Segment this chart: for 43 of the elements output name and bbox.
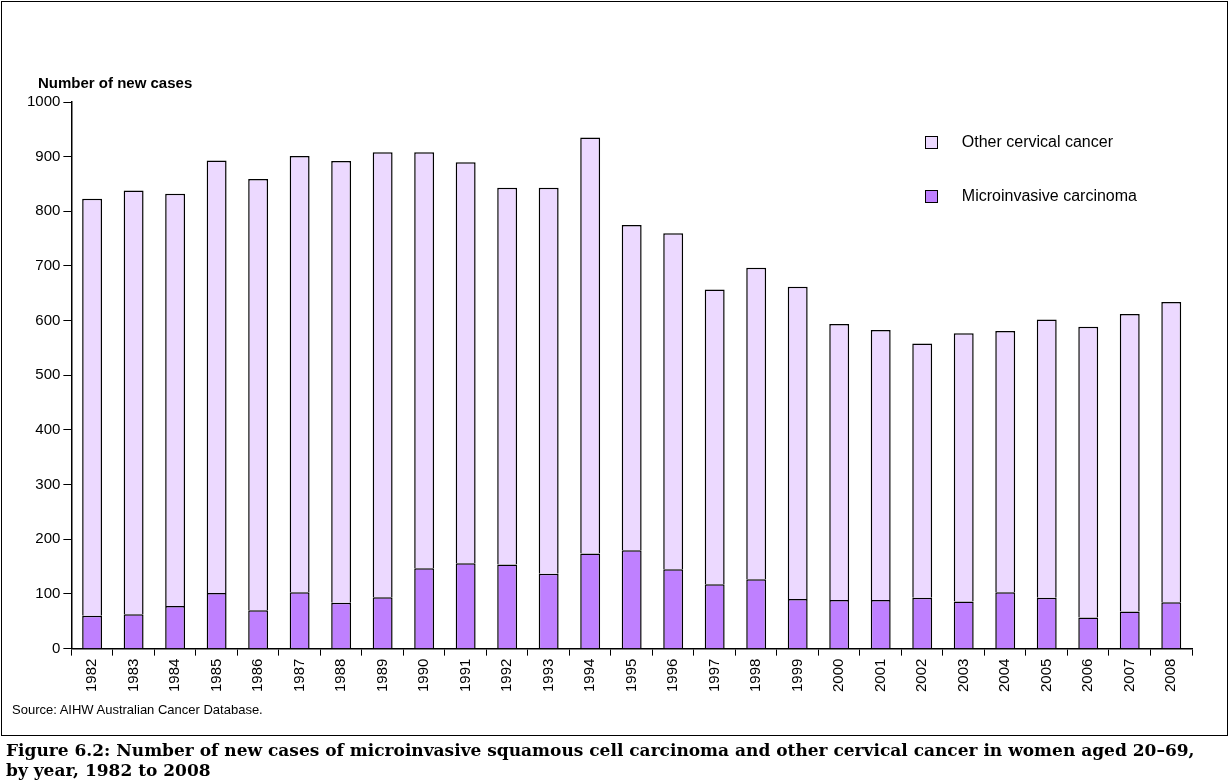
x-tick-label: 1986 xyxy=(248,658,266,693)
y-tick-label: 600 xyxy=(35,310,61,328)
x-tick-label: 2001 xyxy=(870,658,888,693)
x-tick-label: 1995 xyxy=(621,658,639,693)
x-tick-label: 2008 xyxy=(1161,658,1179,693)
x-tick-label: 2002 xyxy=(912,658,930,693)
y-tick-label: 900 xyxy=(35,146,61,164)
x-tick-label: 1992 xyxy=(497,658,515,693)
x-tick-label: 1993 xyxy=(538,658,556,693)
y-tick-label: 200 xyxy=(35,529,61,547)
y-tick-label: 700 xyxy=(35,256,61,274)
x-tick-label: 1984 xyxy=(165,658,183,693)
x-tick-label: 1996 xyxy=(663,658,681,693)
y-tick-label: 0 xyxy=(52,638,61,656)
y-tick-label: 100 xyxy=(35,584,61,602)
x-tick-label: 2005 xyxy=(1036,658,1054,693)
x-tick-label: 1994 xyxy=(580,658,598,693)
x-tick-label: 1982 xyxy=(82,658,100,693)
x-tick-label: 2006 xyxy=(1078,658,1096,693)
x-tick-label: 1985 xyxy=(206,658,224,693)
x-tick-label: 2007 xyxy=(1119,658,1137,693)
x-tick-label: 1988 xyxy=(331,658,349,693)
x-tick-label: 2003 xyxy=(953,658,971,693)
legend-label: Other cervical cancer xyxy=(961,133,1113,151)
y-tick-label: 1000 xyxy=(26,92,61,110)
x-tick-label: 2000 xyxy=(829,658,847,693)
text: Figure 6.2: Number of new cases of microinvasive squamous cell carcinoma and other cervical cancer in women aged 20–69, by year, 1982 to 2008 xyxy=(6,740,1196,780)
source-note: Source: AIHW Australian Cancer Database. xyxy=(12,702,263,717)
x-tick-label: 1987 xyxy=(289,658,307,693)
x-tick-label: 1991 xyxy=(455,658,473,693)
legend-label: Microinvasive carcinoma xyxy=(961,187,1137,205)
y-axis-title: Number of new cases xyxy=(38,74,193,91)
y-tick-label: 300 xyxy=(35,474,61,492)
y-tick-label: 800 xyxy=(35,201,61,219)
y-tick-label: 400 xyxy=(35,420,61,438)
y-tick-label: 500 xyxy=(35,365,61,383)
x-tick-label: 1990 xyxy=(414,658,432,693)
x-tick-label: 1999 xyxy=(787,658,805,693)
x-tick-label: 1997 xyxy=(704,658,722,693)
x-tick-label: 1983 xyxy=(123,658,141,693)
x-tick-label: 2004 xyxy=(995,658,1013,693)
x-tick-label: 1998 xyxy=(746,658,764,693)
x-tick-label: 1989 xyxy=(372,658,390,693)
